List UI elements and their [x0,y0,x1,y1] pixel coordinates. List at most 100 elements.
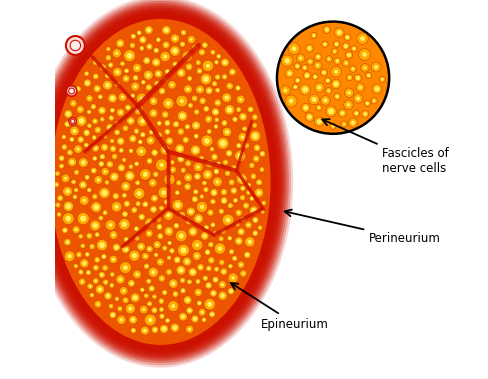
Circle shape [213,124,219,129]
Circle shape [337,30,342,35]
Circle shape [210,49,216,55]
Circle shape [176,265,186,275]
Circle shape [97,240,108,251]
Circle shape [242,126,247,132]
Circle shape [133,208,136,211]
Circle shape [193,317,197,321]
Circle shape [362,110,369,117]
Circle shape [325,77,331,84]
Circle shape [94,280,97,282]
Circle shape [188,280,191,283]
Circle shape [335,42,338,46]
Circle shape [146,136,155,145]
Ellipse shape [33,1,289,363]
Circle shape [115,52,119,55]
Circle shape [257,190,261,195]
Circle shape [207,267,210,270]
Circle shape [168,241,171,244]
Circle shape [217,162,220,165]
Circle shape [161,89,164,93]
Circle shape [116,122,119,125]
Circle shape [89,285,92,288]
Circle shape [323,26,331,33]
Circle shape [171,168,174,171]
Circle shape [114,81,121,87]
Circle shape [109,107,115,113]
Circle shape [60,165,63,168]
Circle shape [104,170,107,173]
Circle shape [356,76,360,80]
Circle shape [220,197,228,204]
Circle shape [122,211,128,218]
Circle shape [322,41,328,47]
Circle shape [101,254,107,260]
Circle shape [299,56,303,60]
Circle shape [237,144,241,147]
Circle shape [103,146,106,149]
Circle shape [303,87,308,92]
Circle shape [359,86,362,89]
Circle shape [305,74,309,78]
Circle shape [84,252,90,257]
Circle shape [68,151,71,154]
Circle shape [240,216,246,222]
Circle shape [163,113,167,116]
Circle shape [237,261,244,268]
Circle shape [114,245,119,250]
Circle shape [178,182,180,184]
Circle shape [122,193,127,198]
Circle shape [230,251,233,253]
Circle shape [239,98,242,101]
Circle shape [191,95,198,102]
Circle shape [233,257,236,260]
Ellipse shape [28,0,293,368]
Circle shape [163,210,174,220]
Circle shape [138,31,141,34]
Circle shape [218,246,223,251]
Circle shape [164,128,171,135]
Circle shape [212,276,219,283]
Circle shape [163,199,169,205]
Circle shape [240,263,242,266]
Circle shape [224,105,235,115]
Circle shape [123,194,126,197]
Circle shape [115,131,119,134]
Ellipse shape [46,14,275,349]
Circle shape [235,209,243,216]
Circle shape [84,71,89,76]
Circle shape [241,115,245,119]
Circle shape [153,252,159,258]
Circle shape [237,228,245,236]
Circle shape [201,196,203,197]
Circle shape [171,281,176,286]
Circle shape [347,53,351,57]
Circle shape [158,218,160,220]
Circle shape [130,166,132,168]
Circle shape [113,67,122,77]
Circle shape [156,224,163,230]
Circle shape [168,279,178,288]
Circle shape [144,26,153,34]
Circle shape [207,209,214,216]
Circle shape [59,163,64,169]
Circle shape [154,80,161,87]
Circle shape [118,93,127,102]
Circle shape [210,188,218,197]
Circle shape [207,118,210,121]
Circle shape [317,85,322,90]
Circle shape [251,164,253,166]
Circle shape [148,129,154,135]
Circle shape [203,169,213,180]
Circle shape [64,110,73,118]
Circle shape [143,293,149,299]
Circle shape [92,264,99,271]
Circle shape [311,32,317,39]
Circle shape [185,160,192,167]
Circle shape [203,224,209,231]
Circle shape [128,164,134,169]
Circle shape [131,94,134,97]
Circle shape [130,327,137,334]
Circle shape [234,199,237,202]
Circle shape [374,86,380,91]
Circle shape [86,187,92,193]
